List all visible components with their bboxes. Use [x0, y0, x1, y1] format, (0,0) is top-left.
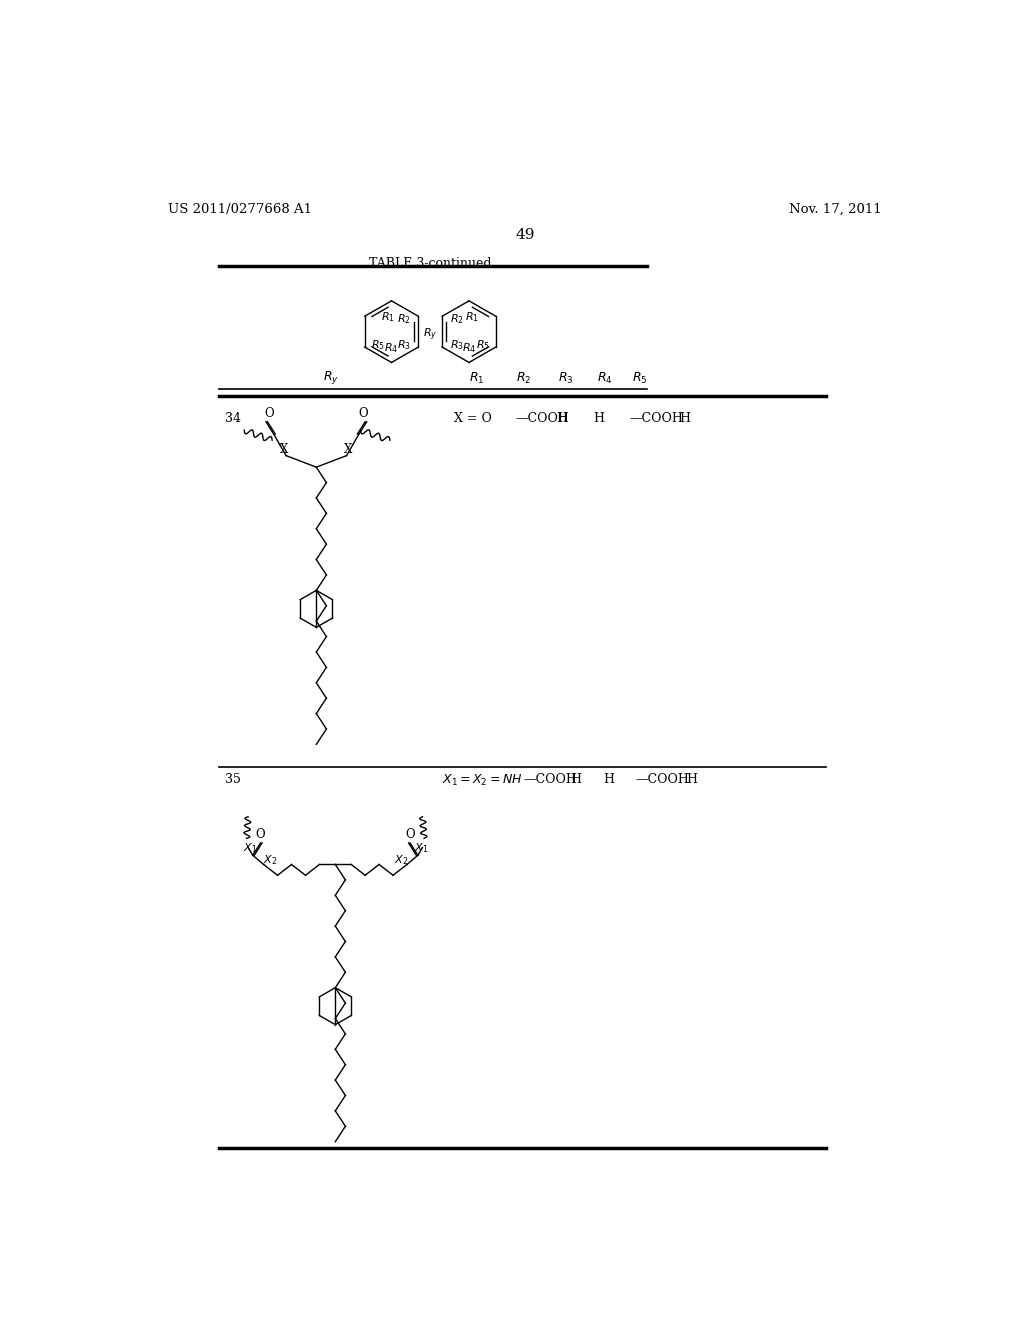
Text: $R_1$: $R_1$ — [381, 310, 395, 323]
Text: $R_5$: $R_5$ — [371, 338, 385, 351]
Text: $R_2$: $R_2$ — [516, 371, 530, 385]
Text: $R_2$: $R_2$ — [450, 313, 464, 326]
Text: 34: 34 — [225, 412, 241, 425]
Text: H: H — [687, 774, 697, 785]
Text: —COOH: —COOH — [515, 412, 569, 425]
Text: O: O — [264, 407, 273, 420]
Text: $R_1$: $R_1$ — [465, 310, 479, 323]
Text: —COOH: —COOH — [636, 774, 689, 785]
Text: H: H — [570, 774, 582, 785]
Text: O: O — [256, 829, 265, 841]
Text: $X_1$: $X_1$ — [243, 841, 257, 855]
Text: O: O — [406, 829, 415, 841]
Text: O: O — [358, 407, 369, 420]
Text: $R_2$: $R_2$ — [396, 313, 411, 326]
Text: 49: 49 — [515, 227, 535, 242]
Text: $X_2$: $X_2$ — [393, 853, 408, 867]
Text: $R_5$: $R_5$ — [476, 338, 489, 351]
Text: 35: 35 — [225, 774, 241, 785]
Text: —COOH: —COOH — [523, 774, 578, 785]
Text: $R_4$: $R_4$ — [384, 341, 398, 355]
Text: $R_y$: $R_y$ — [423, 327, 437, 343]
Text: $R_y$: $R_y$ — [323, 368, 339, 385]
Text: US 2011/0277668 A1: US 2011/0277668 A1 — [168, 203, 312, 216]
Text: H: H — [556, 412, 567, 425]
Text: $R_3$: $R_3$ — [450, 338, 464, 351]
Text: H: H — [603, 774, 614, 785]
Text: $X_1 = X_2 = NH$: $X_1 = X_2 = NH$ — [442, 774, 522, 788]
Text: $R_3$: $R_3$ — [396, 338, 411, 351]
Text: $R_3$: $R_3$ — [558, 371, 573, 385]
Text: $X_1$: $X_1$ — [414, 841, 428, 855]
Text: $R_4$: $R_4$ — [597, 371, 612, 385]
Text: X: X — [344, 444, 352, 455]
Text: $R_5$: $R_5$ — [632, 371, 647, 385]
Text: TABLE 3-continued: TABLE 3-continued — [369, 257, 492, 271]
Text: $X_2$: $X_2$ — [263, 853, 276, 867]
Text: H: H — [679, 412, 690, 425]
Text: $R_1$: $R_1$ — [469, 371, 484, 385]
Text: X: X — [281, 444, 289, 455]
Text: —COOH: —COOH — [630, 412, 683, 425]
Text: $R_4$: $R_4$ — [462, 341, 476, 355]
Text: Nov. 17, 2011: Nov. 17, 2011 — [788, 203, 882, 216]
Text: X = O: X = O — [454, 412, 492, 425]
Text: H: H — [594, 412, 605, 425]
